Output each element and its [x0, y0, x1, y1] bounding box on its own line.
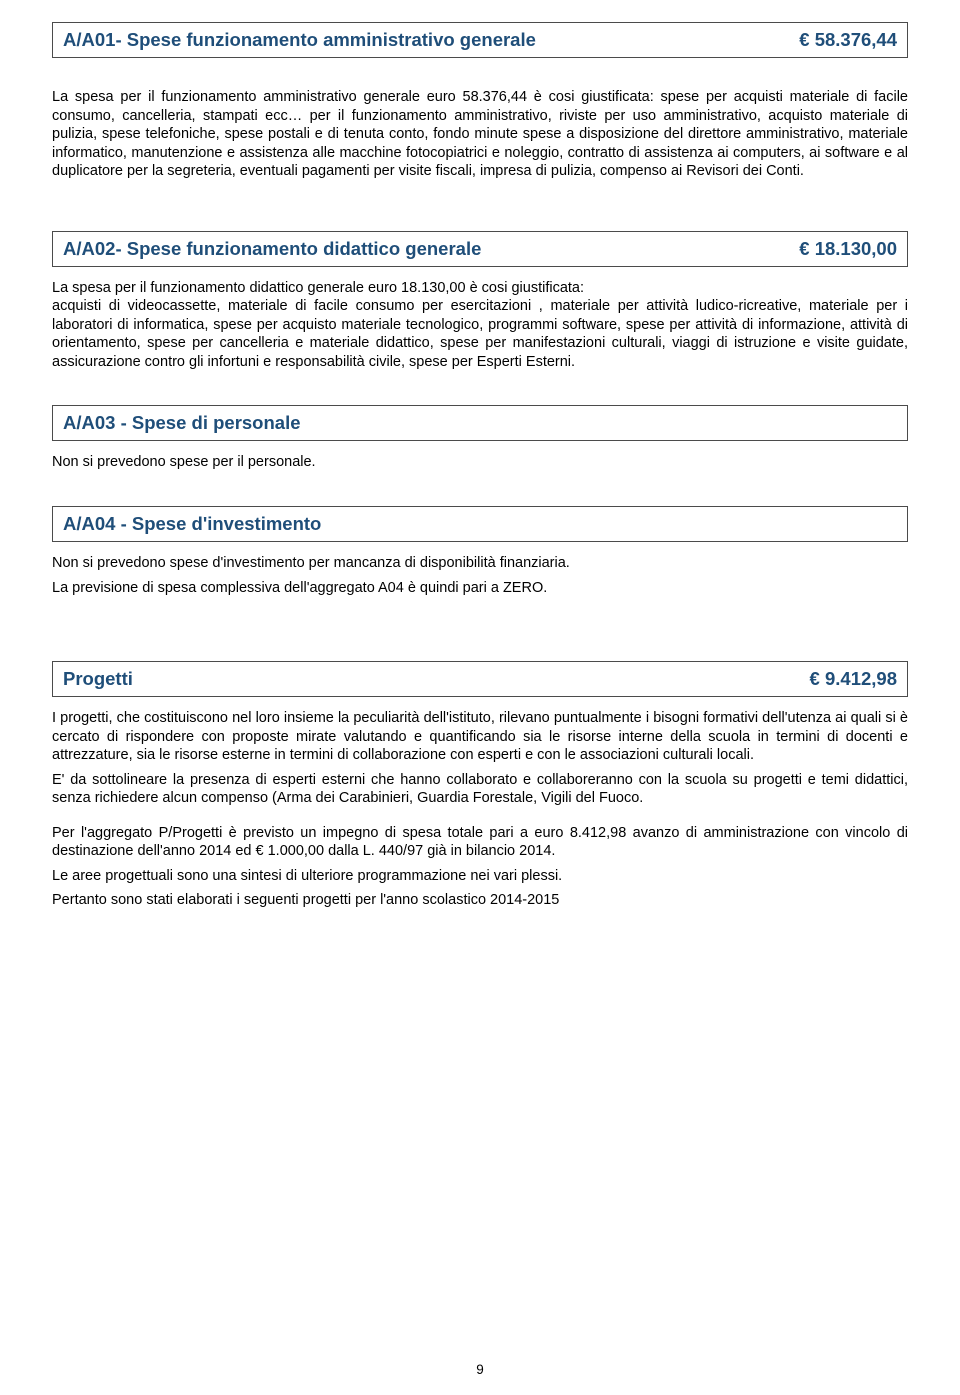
section-a01-heading: A/A01- Spese funzionamento amministrativ… [52, 22, 908, 58]
section-a04-paragraph-2: La previsione di spesa complessiva dell'… [52, 579, 908, 598]
page-number: 9 [0, 1362, 960, 1377]
section-a03-heading: A/A03 - Spese di personale [52, 405, 908, 441]
section-progetti-paragraph-3: Per l'aggregato P/Progetti è previsto un… [52, 824, 908, 861]
section-a04-paragraph-1: Non si prevedono spese d'investimento pe… [52, 554, 908, 573]
section-a02-title: A/A02- Spese funzionamento didattico gen… [63, 238, 481, 260]
section-progetti-paragraph-2: E' da sottolineare la presenza di espert… [52, 771, 908, 808]
section-progetti-paragraph-5: Pertanto sono stati elaborati i seguenti… [52, 891, 908, 910]
spacer [52, 488, 908, 506]
spacer [52, 70, 908, 88]
section-progetti-title: Progetti [63, 668, 133, 690]
spacer [52, 613, 908, 661]
spacer [52, 197, 908, 231]
section-progetti-paragraph-4: Le aree progettuali sono una sintesi di … [52, 867, 908, 886]
section-progetti-paragraph-1: I progetti, che costituiscono nel loro i… [52, 709, 908, 765]
section-a02-heading: A/A02- Spese funzionamento didattico gen… [52, 231, 908, 267]
section-a02-amount: € 18.130,00 [799, 238, 897, 260]
document-page: A/A01- Spese funzionamento amministrativ… [0, 0, 960, 1395]
section-a01-amount: € 58.376,44 [799, 29, 897, 51]
section-a03-title: A/A03 - Spese di personale [63, 412, 301, 433]
section-a01-title: A/A01- Spese funzionamento amministrativ… [63, 29, 536, 51]
spacer [52, 387, 908, 405]
section-a03-paragraph: Non si prevedono spese per il personale. [52, 453, 908, 472]
section-a04-title: A/A04 - Spese d'investimento [63, 513, 321, 534]
section-progetti-amount: € 9.412,98 [810, 668, 897, 690]
section-a04-heading: A/A04 - Spese d'investimento [52, 506, 908, 542]
section-progetti-heading: Progetti € 9.412,98 [52, 661, 908, 697]
section-a02-paragraph: La spesa per il funzionamento didattico … [52, 279, 908, 372]
section-a01-paragraph: La spesa per il funzionamento amministra… [52, 88, 908, 181]
